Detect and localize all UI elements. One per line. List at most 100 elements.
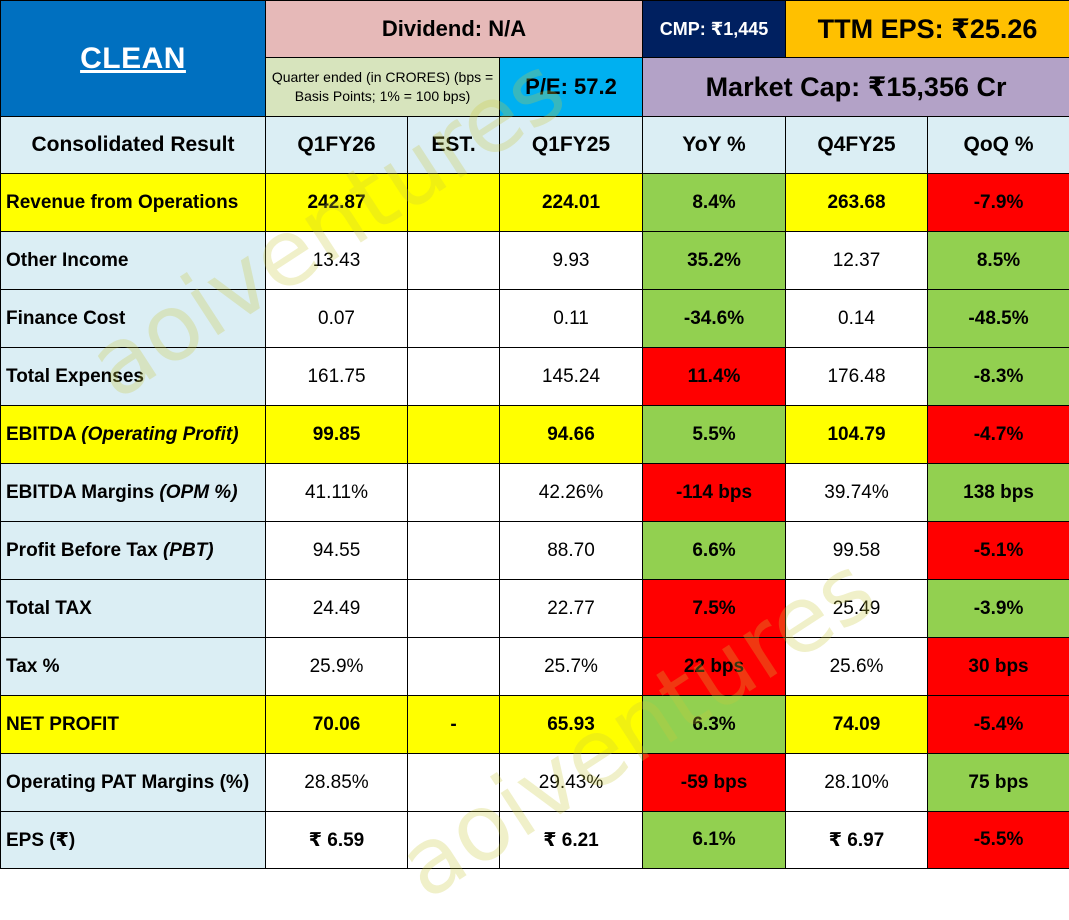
cell-q4fy25: 25.6% [786,638,928,696]
results-table: CLEAN Dividend: N/A CMP: ₹1,445 TTM EPS:… [0,0,1069,869]
row-label: EBITDA (Operating Profit) [1,406,266,464]
cell-q1fy26: 41.11% [266,464,408,522]
cell-q1fy25: 94.66 [500,406,643,464]
cell-est [408,580,500,638]
cell-q1fy25: 9.93 [500,232,643,290]
col-header-q1fy26: Q1FY26 [266,117,408,174]
pe-cell: P/E: 57.2 [500,58,643,117]
cell-est [408,522,500,580]
cell-q4fy25: 12.37 [786,232,928,290]
cell-q1fy25: 224.01 [500,174,643,232]
column-header-row: Consolidated Result Q1FY26 EST. Q1FY25 Y… [1,117,1069,174]
cell-qoq: -4.7% [928,406,1069,464]
table-row: Total TAX 24.49 22.77 7.5% 25.49 -3.9% [1,580,1069,638]
market-cap-cell: Market Cap: ₹15,356 Cr [643,58,1069,117]
cmp-cell: CMP: ₹1,445 [643,1,786,58]
table-row: Tax % 25.9% 25.7% 22 bps 25.6% 30 bps [1,638,1069,696]
table-row: Profit Before Tax (PBT) 94.55 88.70 6.6%… [1,522,1069,580]
cell-qoq: -7.9% [928,174,1069,232]
cell-q4fy25: 176.48 [786,348,928,406]
cell-yoy: 5.5% [643,406,786,464]
table-row: Revenue from Operations 242.87 224.01 8.… [1,174,1069,232]
cell-yoy: 6.3% [643,696,786,754]
row-label: Total TAX [1,580,266,638]
cell-qoq: 138 bps [928,464,1069,522]
cell-q1fy25: 88.70 [500,522,643,580]
cell-q4fy25: 28.10% [786,754,928,812]
row-label: Total Expenses [1,348,266,406]
cell-q1fy25: ₹ 6.21 [500,812,643,869]
cell-est [408,348,500,406]
col-header-est: EST. [408,117,500,174]
cell-q1fy25: 65.93 [500,696,643,754]
cell-qoq: -8.3% [928,348,1069,406]
col-header-q1fy25: Q1FY25 [500,117,643,174]
cell-q4fy25: 74.09 [786,696,928,754]
cell-yoy: 6.6% [643,522,786,580]
table-row: Operating PAT Margins (%) 28.85% 29.43% … [1,754,1069,812]
col-header-q4fy25: Q4FY25 [786,117,928,174]
col-header-yoy: YoY % [643,117,786,174]
cell-yoy: -114 bps [643,464,786,522]
cell-est [408,174,500,232]
cell-qoq: -48.5% [928,290,1069,348]
cell-q4fy25: 0.14 [786,290,928,348]
cell-qoq: 75 bps [928,754,1069,812]
table-row: EPS (₹) ₹ 6.59 ₹ 6.21 6.1% ₹ 6.97 -5.5% [1,812,1069,869]
cell-est [408,406,500,464]
row-label: EBITDA Margins (OPM %) [1,464,266,522]
cell-qoq: 8.5% [928,232,1069,290]
results-sheet: CLEAN Dividend: N/A CMP: ₹1,445 TTM EPS:… [0,0,1069,871]
cell-q4fy25: 263.68 [786,174,928,232]
brand-cell: CLEAN [1,1,266,117]
cell-qoq: -5.1% [928,522,1069,580]
cell-q1fy26: 25.9% [266,638,408,696]
cell-yoy: 11.4% [643,348,786,406]
cell-qoq: -5.5% [928,812,1069,869]
cell-q1fy25: 42.26% [500,464,643,522]
col-header-qoq: QoQ % [928,117,1069,174]
cell-est [408,290,500,348]
cell-q4fy25: ₹ 6.97 [786,812,928,869]
cell-q1fy26: 24.49 [266,580,408,638]
cell-yoy: 7.5% [643,580,786,638]
cell-q1fy26: 13.43 [266,232,408,290]
dividend-cell: Dividend: N/A [266,1,643,58]
cell-q1fy25: 22.77 [500,580,643,638]
cell-q4fy25: 104.79 [786,406,928,464]
row-label: Other Income [1,232,266,290]
cell-q1fy26: 0.07 [266,290,408,348]
table-row: EBITDA Margins (OPM %) 41.11% 42.26% -11… [1,464,1069,522]
cell-q1fy25: 145.24 [500,348,643,406]
cell-q1fy26: 99.85 [266,406,408,464]
row-label: EPS (₹) [1,812,266,869]
ttm-eps-cell: TTM EPS: ₹25.26 [786,1,1069,58]
cell-q1fy26: ₹ 6.59 [266,812,408,869]
row-label: Finance Cost [1,290,266,348]
cell-q1fy26: 161.75 [266,348,408,406]
cell-qoq: 30 bps [928,638,1069,696]
row-label: Operating PAT Margins (%) [1,754,266,812]
table-row: EBITDA (Operating Profit) 99.85 94.66 5.… [1,406,1069,464]
cell-q1fy26: 70.06 [266,696,408,754]
cell-q1fy25: 0.11 [500,290,643,348]
table-row: Total Expenses 161.75 145.24 11.4% 176.4… [1,348,1069,406]
cell-yoy: 8.4% [643,174,786,232]
cell-q4fy25: 39.74% [786,464,928,522]
cell-q1fy25: 29.43% [500,754,643,812]
quarter-note: Quarter ended (in CRORES) (bps = Basis P… [266,58,500,117]
row-label: Tax % [1,638,266,696]
cell-yoy: -34.6% [643,290,786,348]
cell-yoy: 22 bps [643,638,786,696]
row-label: Profit Before Tax (PBT) [1,522,266,580]
row-label: NET PROFIT [1,696,266,754]
cell-est [408,754,500,812]
cell-q4fy25: 99.58 [786,522,928,580]
col-header-label: Consolidated Result [1,117,266,174]
cell-q1fy26: 94.55 [266,522,408,580]
cell-q1fy26: 242.87 [266,174,408,232]
cell-qoq: -5.4% [928,696,1069,754]
cell-yoy: -59 bps [643,754,786,812]
cell-yoy: 35.2% [643,232,786,290]
cell-est [408,464,500,522]
